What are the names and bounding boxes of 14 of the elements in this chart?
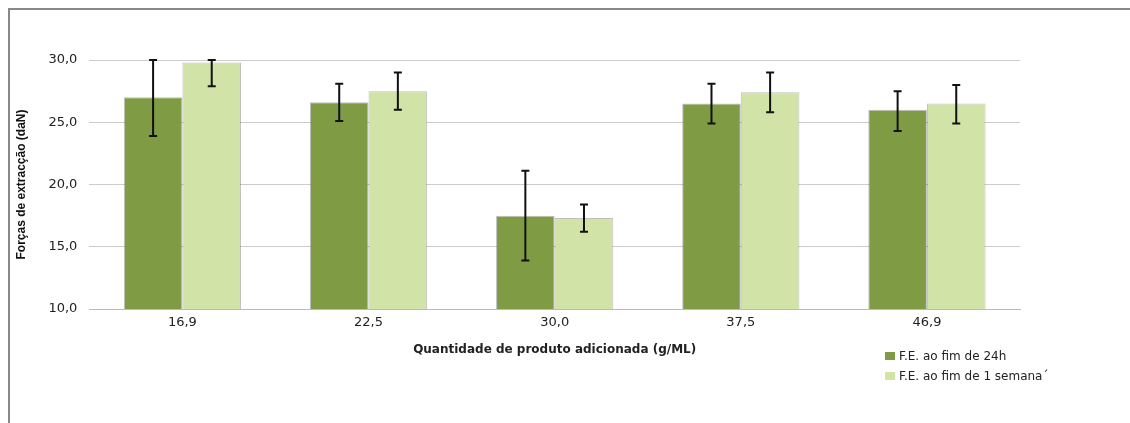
legend-label: F.E. ao fim de 1 semana´ [899,369,1049,383]
x-tick-label: 46,9 [912,314,942,330]
y-axis-title: Forças de extracção (daN) [13,109,28,260]
x-tick-label: 16,9 [167,314,197,330]
x-axis-title: Quantidade de produto adicionada (g/ML) [413,341,697,356]
y-tick-label: 15,0 [48,238,78,254]
x-tick-label: 37,5 [726,314,756,330]
x-tick-label: 22,5 [354,314,384,330]
legend-label: F.E. ao fim de 24h [899,349,1007,363]
x-tick-label: 30,0 [540,314,570,330]
y-tick-label: 30,0 [48,51,78,67]
y-tick-label: 20,0 [48,175,78,191]
y-tick-label: 10,0 [48,300,78,316]
y-tick-label: 25,0 [48,113,78,129]
